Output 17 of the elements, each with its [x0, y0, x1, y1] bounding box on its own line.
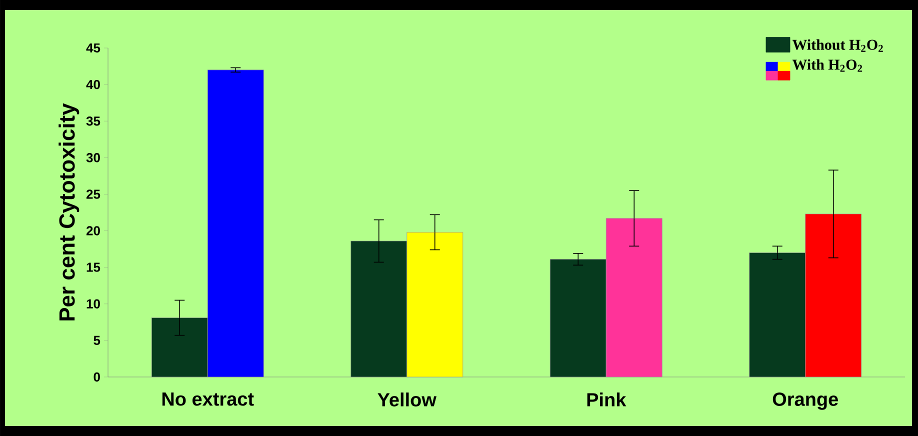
- x-tick-label: Yellow: [378, 392, 436, 406]
- x-tick-label: No extract: [162, 392, 254, 406]
- y-tick-label: 40: [86, 80, 100, 90]
- x-tick-label: Orange: [772, 392, 838, 410]
- y-tick-label: 0: [94, 372, 100, 382]
- y-tick-label: 35: [86, 116, 100, 126]
- y-tick-label: 30: [86, 153, 100, 162]
- legend-label: Without H$_{2}$O$_{2}$: [792, 39, 883, 52]
- y-tick-label: 25: [86, 190, 100, 199]
- legend-label: With H$_{2}$O$_{2}$: [792, 59, 862, 72]
- y-tick-label: 45: [86, 43, 100, 53]
- y-tick-label: 5: [94, 336, 100, 345]
- y-tick-label: 15: [86, 262, 100, 272]
- y-tick-label: 10: [86, 299, 100, 308]
- x-tick-label: Pink: [587, 392, 626, 406]
- y-axis-title: Per cent Cytotoxicity: [58, 103, 80, 320]
- y-tick-label: 20: [86, 226, 100, 236]
